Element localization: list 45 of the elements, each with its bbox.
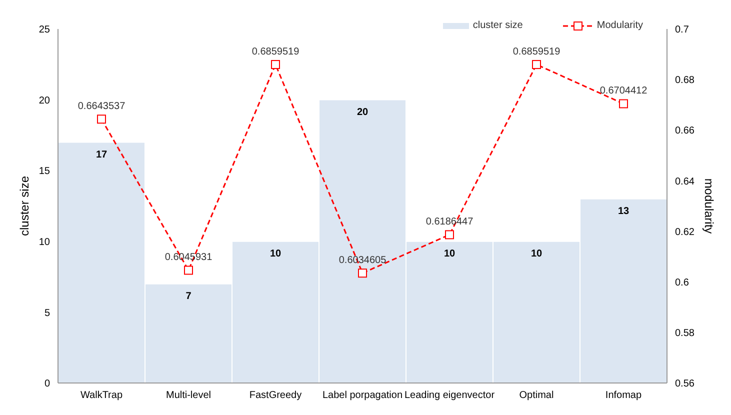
data-label: 0.6045931	[164, 252, 213, 264]
y-tick-label: 10	[38, 236, 50, 248]
data-label: 0.6643537	[78, 101, 126, 112]
y2-tick-label: 0.64	[675, 176, 695, 188]
y-axis-title: cluster size	[17, 176, 32, 236]
data-label: 10	[270, 248, 282, 260]
legend-label: cluster size	[472, 20, 523, 31]
x-tick-label: Leading eigenvector	[404, 390, 496, 402]
data-label: 0.6704412	[600, 86, 648, 97]
data-label: 7	[186, 290, 192, 302]
point	[184, 266, 193, 275]
y2-tick-label: 0.58	[675, 328, 695, 339]
data-label: 17	[96, 149, 108, 160]
point	[619, 99, 628, 108]
y-tick-label: 20	[38, 95, 50, 106]
y2-tick-label: 0.62	[675, 226, 695, 238]
x-tick-label: Infomap	[605, 390, 642, 402]
y2-tick-label: 0.68	[675, 75, 695, 86]
x-tick-label: FastGreedy	[249, 390, 302, 402]
x-tick-label: Optimal	[519, 390, 554, 402]
x-tick-label: Label porpagation	[322, 390, 403, 402]
y2-tick-label: 0.6	[675, 277, 690, 288]
x-tick-label: Multi-level	[166, 390, 212, 402]
y2-axis-title: modularity	[702, 178, 716, 234]
data-label: 10	[444, 248, 456, 260]
point	[271, 60, 280, 70]
y-tick-label: 5	[44, 308, 50, 319]
point	[358, 268, 367, 278]
data-label: 10	[530, 248, 542, 260]
point	[445, 230, 454, 240]
point	[532, 60, 541, 70]
y-tick-label: 0	[44, 378, 50, 390]
data-label: 20	[356, 106, 368, 118]
y-tick-label: 25	[38, 24, 50, 36]
y2-tick-label: 0.66	[675, 126, 695, 137]
data-label: 13	[618, 206, 630, 218]
point	[97, 114, 106, 124]
y2-tick-label: 0.7	[675, 24, 690, 36]
x-tick-label: WalkTrap	[80, 390, 123, 402]
data-label: 0.6859519	[252, 46, 300, 58]
legend-label: Modularity	[596, 20, 643, 31]
y2-tick-label: 0.56	[675, 378, 695, 390]
data-label: 0.6859519	[512, 46, 561, 58]
data-label: 0.6186447	[426, 216, 474, 228]
y-tick-label: 15	[38, 166, 50, 178]
